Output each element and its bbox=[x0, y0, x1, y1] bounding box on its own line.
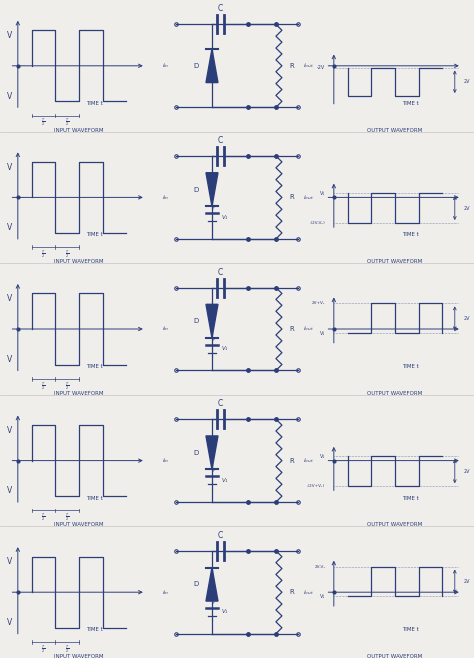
Text: $\frac{T}{2}$: $\frac{T}{2}$ bbox=[65, 644, 69, 655]
Text: V: V bbox=[7, 91, 12, 101]
Text: 2V: 2V bbox=[463, 579, 470, 584]
Text: -(2V-V₀): -(2V-V₀) bbox=[310, 221, 326, 225]
Text: $i_{in}$: $i_{in}$ bbox=[162, 456, 170, 465]
Text: TIME t: TIME t bbox=[402, 364, 419, 369]
Text: R: R bbox=[289, 63, 294, 69]
Text: R: R bbox=[289, 457, 294, 464]
Text: +: + bbox=[211, 338, 215, 342]
Polygon shape bbox=[206, 173, 218, 207]
Text: TIME t: TIME t bbox=[86, 364, 103, 369]
Text: V: V bbox=[7, 426, 12, 435]
Text: $\frac{T}{2}$: $\frac{T}{2}$ bbox=[41, 117, 46, 128]
Text: $\frac{T}{2}$: $\frac{T}{2}$ bbox=[65, 380, 69, 392]
Polygon shape bbox=[206, 436, 218, 470]
Text: R: R bbox=[289, 589, 294, 595]
Text: V: V bbox=[7, 486, 12, 495]
Text: $i_{in}$: $i_{in}$ bbox=[162, 588, 170, 597]
Text: -(2V+V₁): -(2V+V₁) bbox=[307, 484, 326, 488]
Text: 2V: 2V bbox=[463, 316, 470, 321]
Polygon shape bbox=[206, 304, 218, 338]
Text: V₁: V₁ bbox=[320, 454, 326, 459]
Text: $i_{out}$: $i_{out}$ bbox=[303, 588, 314, 597]
Text: TIME t: TIME t bbox=[86, 101, 103, 106]
Text: -: - bbox=[212, 355, 214, 359]
Text: INPUT WAVEFORM: INPUT WAVEFORM bbox=[54, 128, 104, 132]
Text: $i_{out}$: $i_{out}$ bbox=[303, 324, 314, 334]
Text: $V_1$: $V_1$ bbox=[221, 607, 229, 617]
Text: $\frac{T}{2}$: $\frac{T}{2}$ bbox=[65, 249, 69, 260]
Text: TIME t: TIME t bbox=[86, 495, 103, 501]
Text: -2V: -2V bbox=[317, 65, 326, 70]
Text: $\frac{T}{2}$: $\frac{T}{2}$ bbox=[41, 380, 46, 392]
Polygon shape bbox=[206, 49, 218, 82]
Text: V₁: V₁ bbox=[320, 594, 326, 599]
Text: $\frac{T}{2}$: $\frac{T}{2}$ bbox=[65, 512, 69, 523]
Polygon shape bbox=[206, 567, 218, 601]
Text: OUTPUT WAVEFORM: OUTPUT WAVEFORM bbox=[367, 259, 423, 264]
Text: $i_{in}$: $i_{in}$ bbox=[162, 61, 170, 70]
Text: V: V bbox=[7, 618, 12, 627]
Text: V: V bbox=[7, 31, 12, 40]
Text: $i_{out}$: $i_{out}$ bbox=[303, 193, 314, 202]
Text: 2V: 2V bbox=[463, 80, 470, 84]
Text: TIME t: TIME t bbox=[402, 232, 419, 238]
Text: D: D bbox=[193, 318, 199, 324]
Text: C: C bbox=[218, 5, 223, 13]
Text: D: D bbox=[193, 449, 199, 456]
Text: 2V-V₁: 2V-V₁ bbox=[314, 565, 326, 569]
Text: R: R bbox=[289, 194, 294, 201]
Text: $i_{out}$: $i_{out}$ bbox=[303, 456, 314, 465]
Text: C: C bbox=[218, 399, 223, 408]
Text: V: V bbox=[7, 223, 12, 232]
Text: V₁: V₁ bbox=[320, 331, 326, 336]
Text: V: V bbox=[7, 355, 12, 364]
Text: -: - bbox=[212, 618, 214, 622]
Text: $\frac{T}{2}$: $\frac{T}{2}$ bbox=[41, 644, 46, 655]
Text: D: D bbox=[193, 63, 199, 69]
Text: $i_{in}$: $i_{in}$ bbox=[162, 324, 170, 334]
Text: TIME t: TIME t bbox=[86, 232, 103, 238]
Text: TIME t: TIME t bbox=[402, 627, 419, 632]
Text: 2V: 2V bbox=[463, 468, 470, 474]
Text: 2V: 2V bbox=[463, 205, 470, 211]
Text: V: V bbox=[7, 294, 12, 303]
Text: OUTPUT WAVEFORM: OUTPUT WAVEFORM bbox=[367, 522, 423, 527]
Text: +: + bbox=[211, 601, 215, 605]
Text: $\frac{T}{2}$: $\frac{T}{2}$ bbox=[41, 249, 46, 260]
Text: $V_1$: $V_1$ bbox=[221, 344, 229, 353]
Text: INPUT WAVEFORM: INPUT WAVEFORM bbox=[54, 391, 104, 395]
Text: V₁: V₁ bbox=[320, 191, 326, 195]
Text: INPUT WAVEFORM: INPUT WAVEFORM bbox=[54, 259, 104, 264]
Text: $\frac{T}{2}$: $\frac{T}{2}$ bbox=[65, 117, 69, 128]
Text: -: - bbox=[212, 223, 214, 227]
Text: $i_{out}$: $i_{out}$ bbox=[303, 61, 314, 70]
Text: $V_1$: $V_1$ bbox=[221, 213, 229, 222]
Text: INPUT WAVEFORM: INPUT WAVEFORM bbox=[54, 654, 104, 658]
Text: OUTPUT WAVEFORM: OUTPUT WAVEFORM bbox=[367, 654, 423, 658]
Text: C: C bbox=[218, 136, 223, 145]
Text: OUTPUT WAVEFORM: OUTPUT WAVEFORM bbox=[367, 128, 423, 132]
Text: TIME t: TIME t bbox=[402, 101, 419, 106]
Text: $i_{in}$: $i_{in}$ bbox=[162, 193, 170, 202]
Text: OUTPUT WAVEFORM: OUTPUT WAVEFORM bbox=[367, 391, 423, 395]
Text: R: R bbox=[289, 326, 294, 332]
Text: V: V bbox=[7, 557, 12, 567]
Text: V: V bbox=[7, 163, 12, 172]
Text: $V_1$: $V_1$ bbox=[221, 476, 229, 485]
Text: C: C bbox=[218, 531, 223, 540]
Text: D: D bbox=[193, 186, 199, 193]
Text: TIME t: TIME t bbox=[86, 627, 103, 632]
Text: -: - bbox=[212, 486, 214, 490]
Text: C: C bbox=[218, 268, 223, 276]
Text: +: + bbox=[211, 469, 215, 473]
Text: 2V+V₁: 2V+V₁ bbox=[312, 301, 326, 305]
Text: +: + bbox=[211, 206, 215, 210]
Text: TIME t: TIME t bbox=[402, 495, 419, 501]
Text: INPUT WAVEFORM: INPUT WAVEFORM bbox=[54, 522, 104, 527]
Text: $\frac{T}{2}$: $\frac{T}{2}$ bbox=[41, 512, 46, 523]
Text: D: D bbox=[193, 581, 199, 588]
